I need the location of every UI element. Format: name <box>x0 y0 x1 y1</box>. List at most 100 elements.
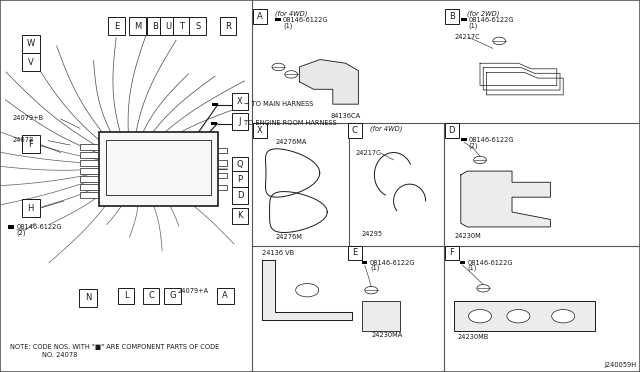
Text: M: M <box>134 22 141 31</box>
Text: K: K <box>237 211 243 220</box>
Text: 08146-6122G: 08146-6122G <box>17 224 62 230</box>
Polygon shape <box>461 171 550 227</box>
Bar <box>173 17 190 35</box>
Text: NOTE: CODE NOS. WITH "■" ARE COMPONENT PARTS OF CODE: NOTE: CODE NOS. WITH "■" ARE COMPONENT P… <box>10 344 219 350</box>
Text: TO ENGINE ROOM HARNESS: TO ENGINE ROOM HARNESS <box>244 120 337 126</box>
Text: 84136CA: 84136CA <box>330 113 361 119</box>
Text: (1): (1) <box>283 22 292 29</box>
Bar <box>79 289 97 307</box>
Text: N: N <box>85 293 92 302</box>
Bar <box>164 288 181 304</box>
Bar <box>362 301 400 331</box>
Bar <box>80 184 98 190</box>
Text: D: D <box>449 126 455 135</box>
Bar <box>147 17 163 35</box>
Text: → TO MAIN HARNESS: → TO MAIN HARNESS <box>244 101 314 107</box>
Bar <box>218 185 227 190</box>
Bar <box>118 288 134 304</box>
Bar <box>80 152 98 158</box>
Text: W: W <box>27 39 35 48</box>
Text: NO. 24078: NO. 24078 <box>42 352 77 358</box>
Bar <box>445 246 459 260</box>
Bar <box>232 187 248 204</box>
Circle shape <box>507 310 530 323</box>
Bar <box>106 140 211 195</box>
Bar <box>160 17 177 35</box>
Bar <box>80 176 98 182</box>
Circle shape <box>552 310 575 323</box>
Text: 24079+A: 24079+A <box>177 288 209 294</box>
Text: (1): (1) <box>370 265 380 272</box>
Text: 24136 VB: 24136 VB <box>262 250 294 256</box>
Text: B: B <box>449 12 455 21</box>
Text: E: E <box>114 22 119 31</box>
Text: 24276M: 24276M <box>275 234 302 240</box>
Bar <box>348 123 362 138</box>
Bar <box>362 261 367 264</box>
Text: (for 4WD): (for 4WD) <box>275 10 308 17</box>
Text: 24217C: 24217C <box>454 34 480 40</box>
Bar <box>348 246 362 260</box>
Text: (1): (1) <box>467 265 477 272</box>
Bar <box>232 93 248 110</box>
Text: 08146-6122G: 08146-6122G <box>467 260 513 266</box>
Text: 08146-6122G: 08146-6122G <box>468 17 514 23</box>
Bar <box>129 17 146 35</box>
Text: J: J <box>239 117 241 126</box>
Text: (2): (2) <box>468 142 478 149</box>
Text: P: P <box>237 175 243 184</box>
Bar <box>80 192 98 198</box>
Text: 24230MB: 24230MB <box>458 334 489 340</box>
Bar <box>218 173 227 178</box>
Text: F: F <box>449 248 454 257</box>
Bar <box>22 53 40 71</box>
Text: 24217C: 24217C <box>355 150 381 155</box>
Bar <box>108 17 125 35</box>
Text: 08146-6122G: 08146-6122G <box>283 17 328 23</box>
Text: S: S <box>195 22 200 31</box>
Bar <box>232 113 248 130</box>
Bar <box>217 288 234 304</box>
Bar <box>461 138 467 141</box>
Polygon shape <box>300 60 358 104</box>
Text: E: E <box>352 248 357 257</box>
Bar <box>275 18 281 21</box>
Bar <box>218 148 227 153</box>
Text: 08146-6122G: 08146-6122G <box>370 260 415 266</box>
Text: C: C <box>351 126 358 135</box>
Text: 24230M: 24230M <box>454 233 481 239</box>
Text: F: F <box>28 140 33 149</box>
Text: (for 4WD): (for 4WD) <box>370 125 403 132</box>
Text: 24230MA: 24230MA <box>371 332 403 338</box>
Text: (1): (1) <box>468 22 478 29</box>
Bar <box>143 288 159 304</box>
Bar <box>461 18 467 21</box>
Text: V: V <box>28 58 33 67</box>
Bar <box>212 103 218 106</box>
Text: A: A <box>223 291 228 300</box>
Bar <box>80 144 98 150</box>
Bar <box>445 9 459 24</box>
Text: Q: Q <box>237 160 243 169</box>
Bar <box>99 132 218 206</box>
Text: T: T <box>179 22 184 31</box>
Text: G: G <box>170 291 176 300</box>
Bar <box>22 35 40 53</box>
Text: 24078: 24078 <box>13 137 34 143</box>
Bar <box>232 157 248 173</box>
Text: C: C <box>148 291 154 300</box>
Bar <box>80 160 98 166</box>
Text: R: R <box>225 22 231 31</box>
Text: 08146-6122G: 08146-6122G <box>468 137 514 143</box>
Text: A: A <box>257 12 262 21</box>
Text: 24079+B: 24079+B <box>13 115 44 121</box>
Bar <box>253 9 267 24</box>
Text: J240059H: J240059H <box>605 362 637 368</box>
Text: X: X <box>257 126 262 135</box>
Text: 24295: 24295 <box>362 231 383 237</box>
Circle shape <box>468 310 492 323</box>
Bar <box>22 135 40 153</box>
Bar <box>220 17 236 35</box>
Text: (2): (2) <box>17 230 26 236</box>
Text: U: U <box>165 22 172 31</box>
